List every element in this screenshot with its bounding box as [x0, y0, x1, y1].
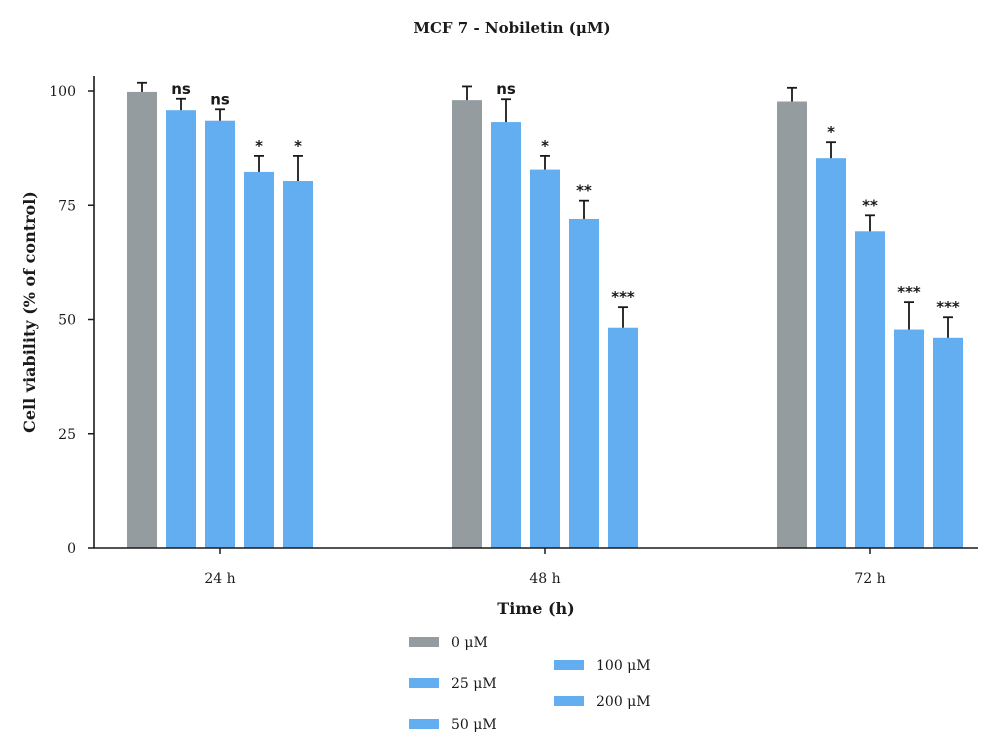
- y-tick-label: 50: [58, 313, 76, 329]
- significance-label: *: [541, 137, 549, 155]
- y-tick-label: 25: [58, 427, 76, 443]
- legend-label: 100 μM: [596, 658, 651, 674]
- legend-label: 50 μM: [451, 717, 497, 733]
- legend-label: 0 μM: [451, 635, 488, 651]
- significance-label: ***: [611, 288, 635, 306]
- bar-72h-series-2: [855, 231, 885, 548]
- bar-24h-series-1: [166, 110, 196, 548]
- legend-label: 25 μM: [451, 676, 497, 692]
- significance-label: **: [862, 196, 878, 214]
- y-axis-label: Cell viability (% of control): [20, 191, 39, 433]
- y-axis-ticks: 0 25 50 75 100: [49, 84, 94, 557]
- bar-72h-series-4: [933, 337, 963, 548]
- x-tick-label: 48 h: [529, 571, 560, 587]
- bars-layer: [127, 91, 963, 549]
- significance-label: ns: [496, 80, 516, 98]
- significance-label: ***: [936, 298, 960, 316]
- legend: 0 μM 25 μM 50 μM 100 μM 200 μM: [409, 635, 651, 733]
- significance-label: *: [255, 137, 263, 155]
- legend-swatch: [554, 660, 584, 670]
- legend-item: 0 μM: [409, 635, 488, 651]
- bar-72h-series-1: [816, 158, 846, 548]
- significance-label: ***: [897, 283, 921, 301]
- y-tick-label: 100: [49, 84, 76, 100]
- significance-label: *: [827, 123, 835, 141]
- chart-title: MCF 7 - Nobiletin (μM): [413, 19, 610, 37]
- legend-swatch: [554, 696, 584, 706]
- legend-item: 25 μM: [409, 676, 497, 692]
- y-tick-label: 75: [58, 198, 76, 214]
- significance-label: ns: [210, 90, 230, 108]
- bar-24h-series-4: [283, 181, 313, 549]
- x-axis-ticks: 24 h 48 h 72 h: [204, 548, 886, 587]
- legend-swatch: [409, 637, 439, 647]
- bar-48h-series-0: [452, 100, 482, 548]
- x-tick-label: 24 h: [204, 571, 235, 587]
- legend-label: 200 μM: [596, 694, 651, 710]
- x-tick-label: 72 h: [854, 571, 885, 587]
- significance-label: **: [576, 182, 592, 200]
- bar-72h-series-0: [777, 101, 807, 549]
- bar-48h-series-3: [569, 218, 599, 548]
- significance-label: ns: [171, 80, 191, 98]
- bar-24h-series-0: [127, 91, 157, 548]
- bar-24h-series-2: [205, 120, 235, 548]
- legend-item: 50 μM: [409, 717, 497, 733]
- y-tick-label: 0: [67, 541, 76, 557]
- legend-swatch: [409, 719, 439, 729]
- error-bars-layer: [137, 81, 953, 338]
- legend-swatch: [409, 678, 439, 688]
- significance-label: *: [294, 137, 302, 155]
- legend-item: 100 μM: [554, 658, 651, 674]
- bar-72h-series-3: [894, 329, 924, 548]
- bar-48h-series-4: [608, 327, 638, 548]
- bar-48h-series-1: [491, 122, 521, 549]
- bar-48h-series-2: [530, 169, 560, 548]
- x-axis-label: Time (h): [497, 599, 574, 618]
- bar-24h-series-3: [244, 171, 274, 548]
- legend-item: 200 μM: [554, 694, 651, 710]
